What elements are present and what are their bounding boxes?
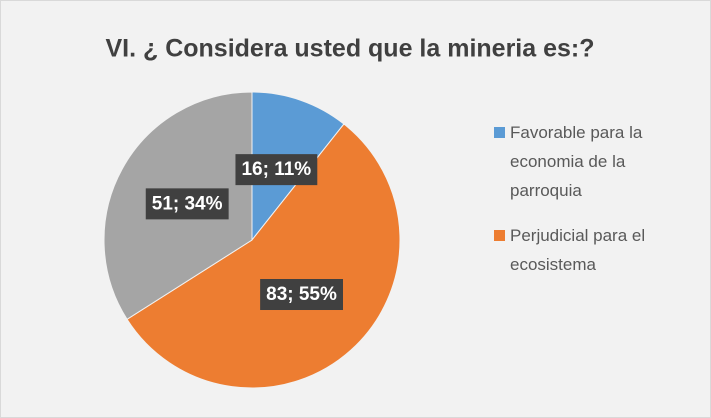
legend-item: Favorable para la economia de la parroqu… (494, 118, 674, 205)
data-label: 83; 55% (266, 284, 337, 305)
pie-slice (126, 123, 401, 389)
chart-title: VI. ¿ Considera usted que la mineria es:… (105, 35, 594, 63)
legend: Favorable para la economia de la parroqu… (494, 118, 674, 295)
legend-label: Favorable para la economia de la parroqu… (510, 123, 643, 200)
legend-item: Perjudicial para el ecosistema (494, 221, 674, 279)
data-label-box (235, 154, 318, 186)
legend-swatch (494, 127, 505, 138)
data-label: 16; 11% (241, 159, 311, 180)
data-label: 51; 34% (152, 193, 223, 214)
legend-label: Perjudicial para el ecosistema (510, 226, 646, 274)
data-label-box (145, 188, 229, 220)
data-label-box (260, 279, 343, 311)
legend-swatch (494, 230, 505, 241)
